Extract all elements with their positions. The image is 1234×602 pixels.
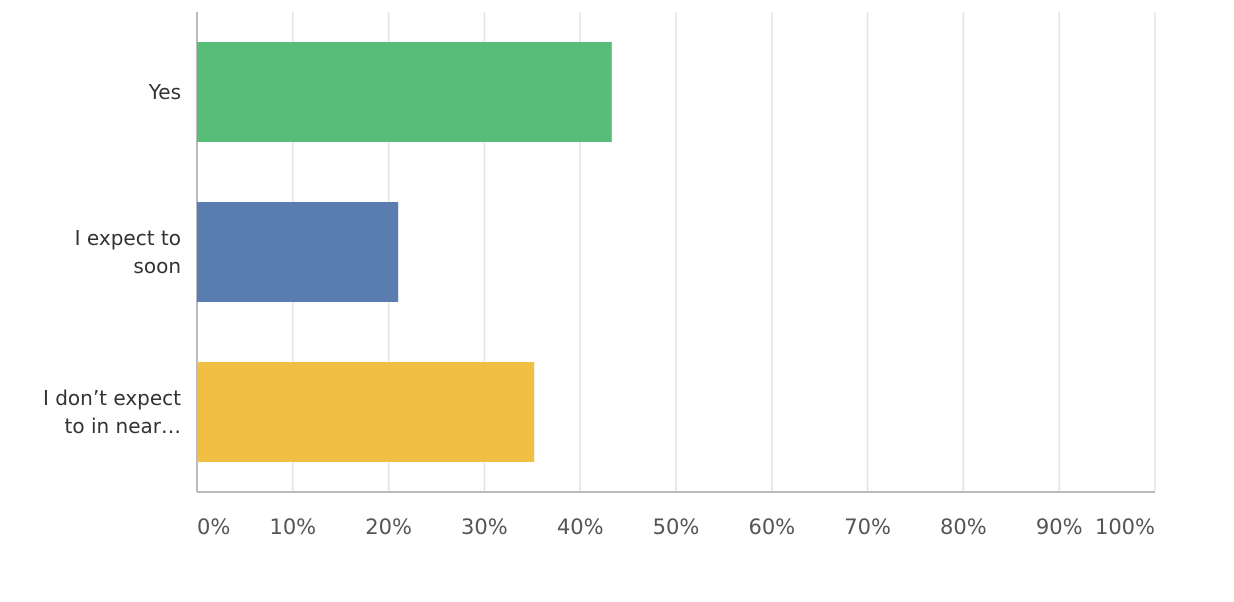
x-tick-label: 80% bbox=[940, 515, 987, 539]
bar bbox=[197, 42, 612, 142]
x-tick-label: 50% bbox=[653, 515, 700, 539]
bar bbox=[197, 362, 535, 462]
x-tick-label: 40% bbox=[557, 515, 604, 539]
x-tick-label: 30% bbox=[461, 515, 508, 539]
x-tick-label: 0% bbox=[197, 515, 230, 539]
x-tick-label: 20% bbox=[365, 515, 412, 539]
x-tick-label: 90% bbox=[1036, 515, 1083, 539]
y-tick-label: Yes bbox=[148, 80, 181, 104]
bar bbox=[197, 202, 399, 302]
x-tick-label: 100% bbox=[1095, 515, 1155, 539]
x-tick-label: 60% bbox=[748, 515, 795, 539]
x-tick-label: 70% bbox=[844, 515, 891, 539]
x-tick-label: 10% bbox=[269, 515, 316, 539]
y-tick-label: I expect to soon bbox=[74, 226, 181, 278]
y-tick-label: I don’t expect to in near… bbox=[42, 386, 181, 438]
